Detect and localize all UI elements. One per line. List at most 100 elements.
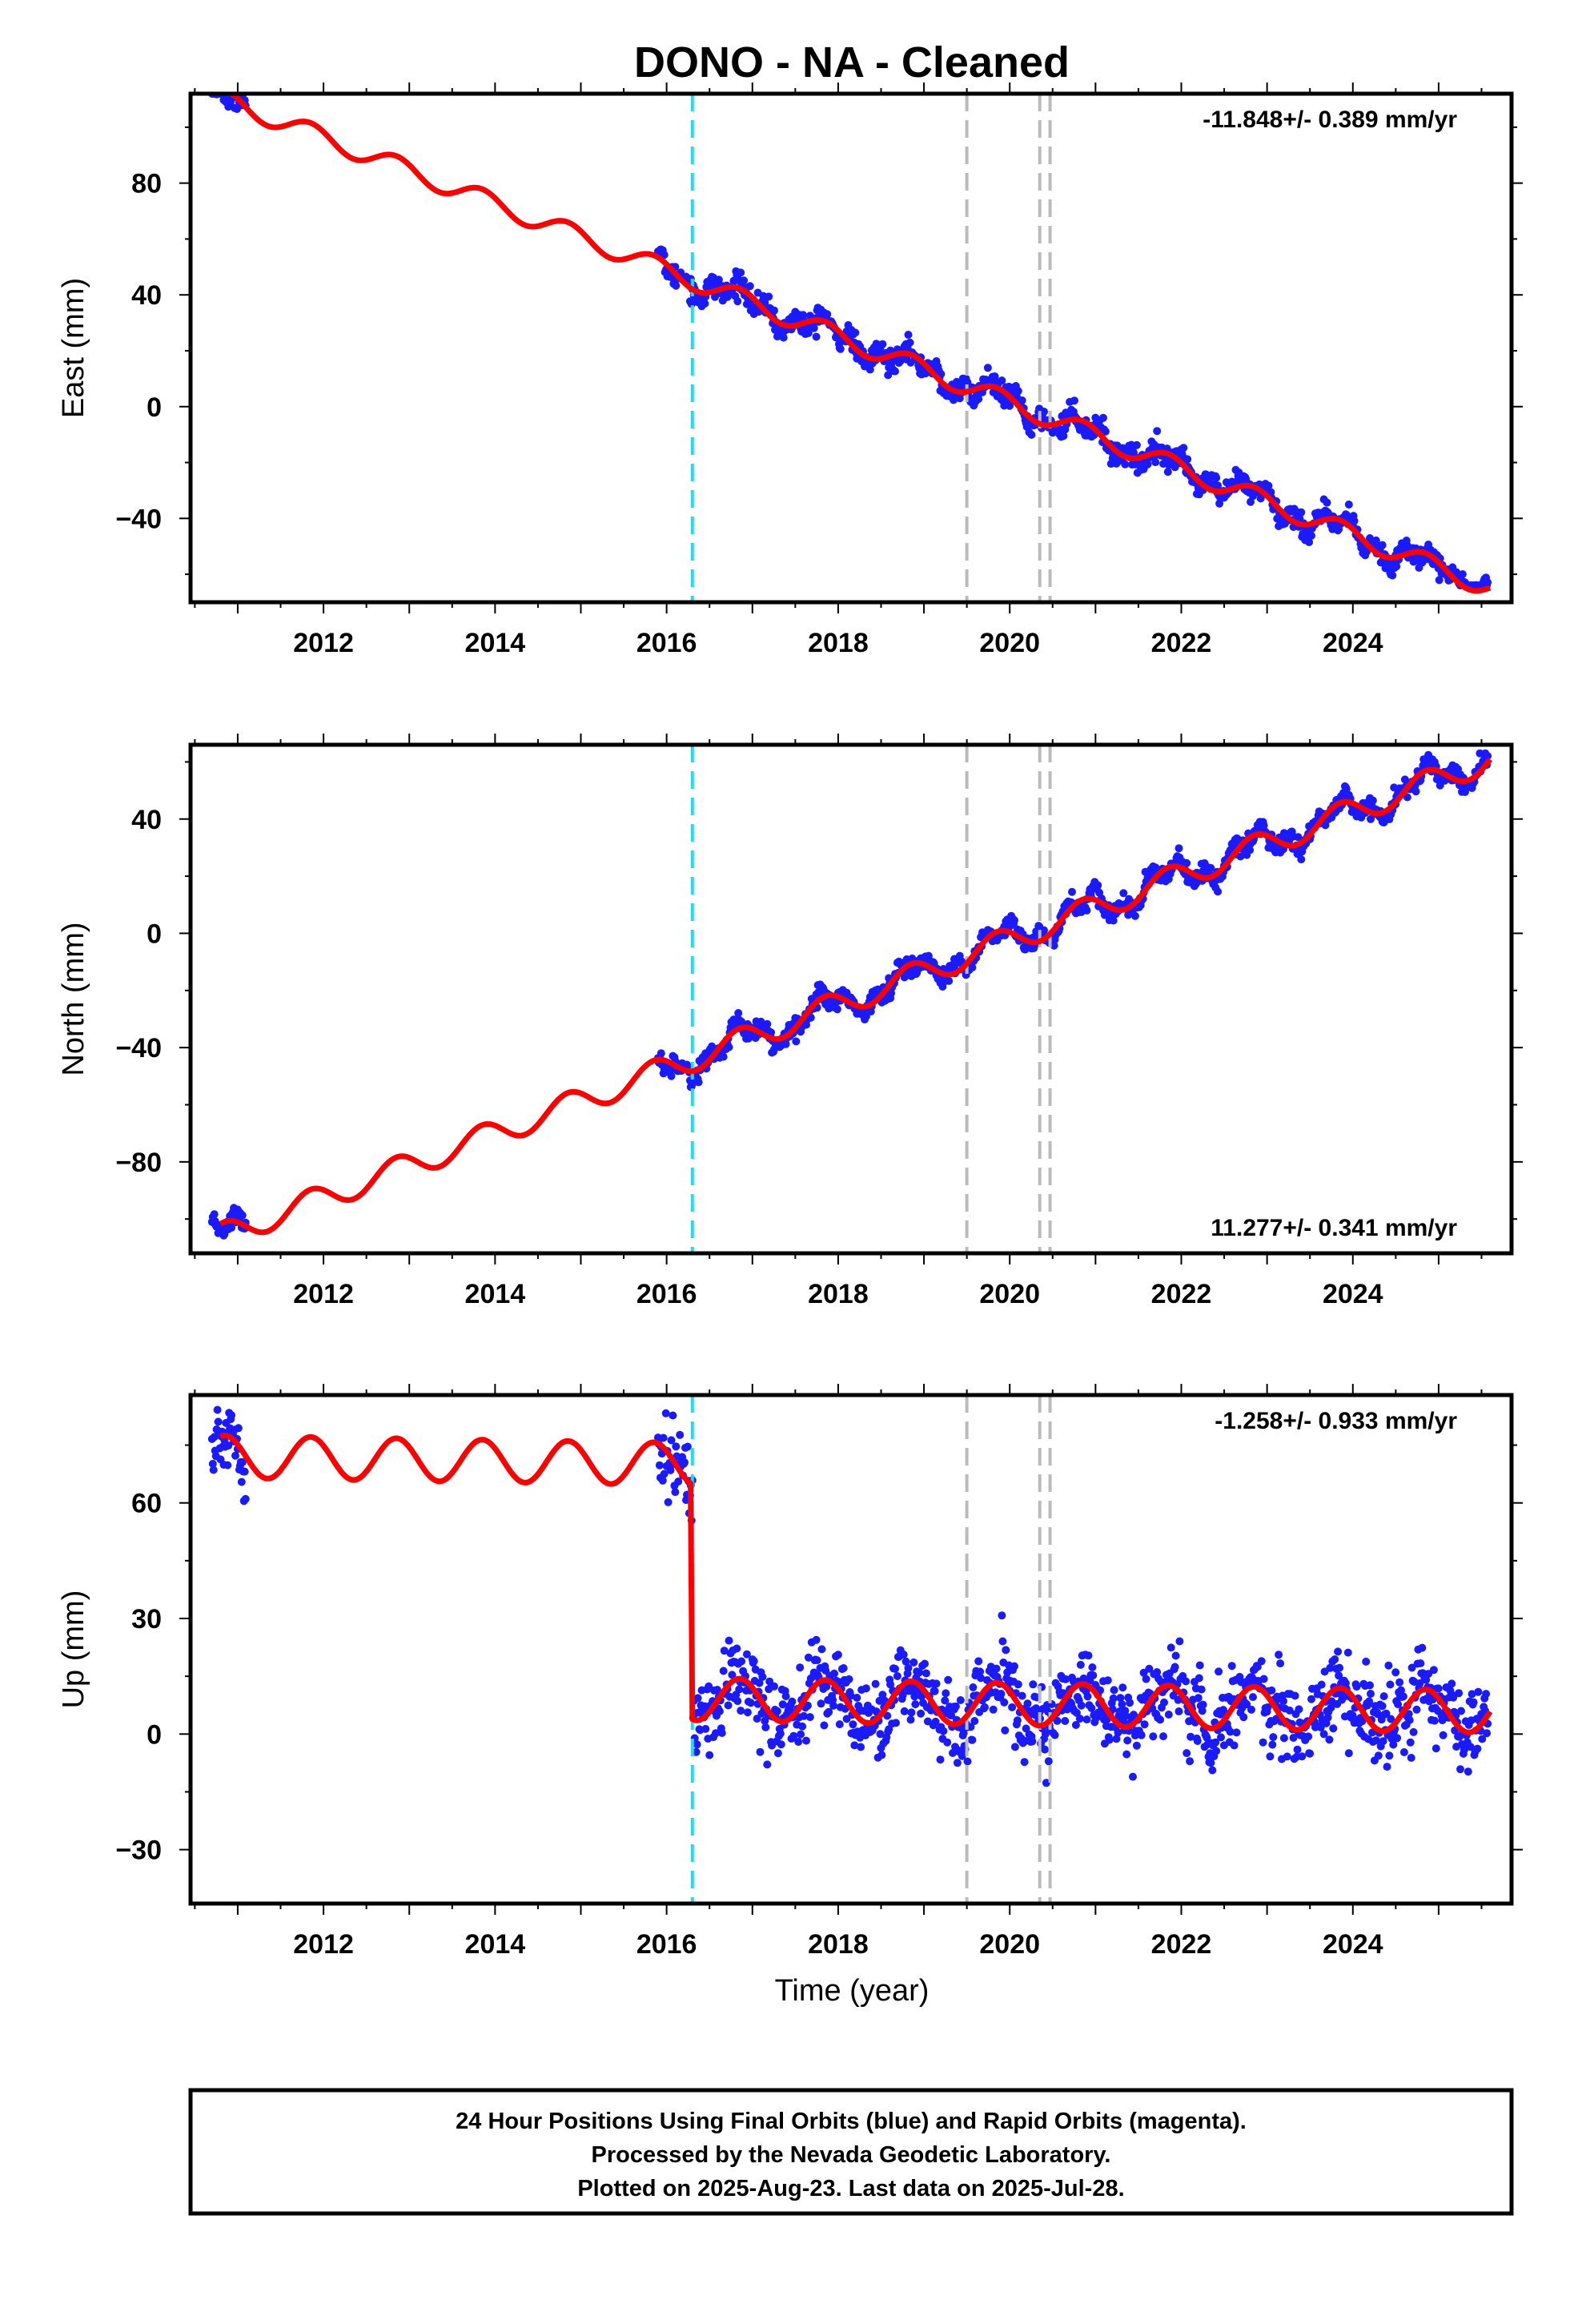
data-point [777,1740,785,1749]
data-point [968,1735,977,1744]
data-point [1329,1724,1338,1733]
y-tick-label: 30 [131,1604,162,1634]
data-point [944,1675,953,1684]
data-point [1323,1713,1332,1722]
data-point [781,1692,790,1701]
data-point [676,1430,685,1439]
data-point [1199,1700,1207,1709]
data-point [1392,562,1401,571]
data-point [213,1405,222,1414]
data-point [806,1013,815,1022]
data-point [846,1691,855,1700]
y-ticks [179,761,1523,1220]
data-point [1307,1695,1315,1703]
data-point [1367,1690,1375,1698]
data-point [953,1759,962,1767]
data-point [830,1669,838,1678]
data-point [1153,427,1162,436]
data-point [1397,1686,1405,1695]
data-point [227,1411,236,1420]
data-point [1266,1752,1275,1761]
data-point [1405,1715,1414,1724]
data-point [1008,1703,1017,1711]
data-point [1387,1715,1395,1723]
data-point [1028,1737,1037,1746]
data-point [915,1668,924,1677]
data-point [876,1730,885,1739]
plot-frame [188,91,1514,605]
data-point [813,1656,821,1665]
data-point [1208,1766,1217,1775]
data-point [664,1498,673,1506]
data-point [812,1635,821,1644]
x-tick-label: 2018 [808,1279,869,1309]
x-tick-label: 2016 [636,1279,697,1309]
data-point [693,1694,702,1703]
data-point [910,1692,919,1701]
data-point [1143,460,1152,468]
data-point [1230,1741,1239,1750]
data-point [1099,413,1107,422]
data-point [658,1476,667,1485]
data-point [223,1461,232,1470]
data-point [1455,1689,1464,1698]
y-tick-label: 60 [131,1489,162,1519]
data-point [1362,1657,1371,1666]
data-point [817,1645,826,1654]
data-point [1259,821,1268,830]
y-tick-label: −80 [115,1148,162,1178]
data-point [737,1707,745,1715]
data-point [833,1651,842,1659]
x-tick-label: 2016 [636,628,697,658]
data-point [1269,1733,1278,1742]
data-point [765,292,773,301]
x-tick-label: 2018 [808,628,869,658]
data-point [1082,1715,1091,1724]
data-point [1171,1651,1180,1660]
data-point [1406,1738,1415,1747]
data-point [936,1755,945,1764]
data-point [1257,1657,1266,1666]
data-point [1018,396,1026,404]
y-tick-label: 40 [131,805,162,835]
y-axis-label: North (mm) [57,922,90,1076]
data-point [714,275,723,284]
data-point [1404,1710,1413,1719]
data-point [672,1442,681,1451]
x-tick-label: 2014 [465,1929,526,1960]
data-point [823,310,832,319]
data-point [817,1699,825,1708]
data-point [758,1672,767,1681]
data-point [1438,1716,1447,1725]
data-point [1379,1737,1387,1746]
data-point [1137,1731,1146,1739]
data-point [1473,1744,1482,1753]
data-point [1253,1663,1262,1671]
data-point [904,1663,913,1672]
data-point [943,1738,952,1747]
data-point [1083,1692,1092,1701]
data-point [1384,1661,1393,1670]
data-point [836,344,845,353]
data-point [1283,1752,1291,1761]
x-axis-label: Time (year) [775,1974,930,2008]
data-point [1000,1698,1009,1707]
data-point [1291,1691,1299,1700]
data-point [893,1672,901,1680]
data-point [878,1691,887,1699]
data-point [839,1664,848,1672]
data-point [891,367,899,376]
data-point [968,963,977,972]
footer-line-2: Processed by the Nevada Geodetic Laborat… [592,2142,1111,2168]
data-point [998,1611,1006,1620]
data-point [1186,1732,1195,1741]
data-point [977,1674,986,1683]
data-point [796,1663,805,1672]
data-point [884,371,893,380]
data-point [891,1664,899,1673]
data-point [1285,1706,1294,1715]
x-tick-label: 2012 [293,1279,354,1309]
data-point [1010,916,1018,925]
data-point [755,1679,764,1687]
data-point [1040,926,1048,935]
